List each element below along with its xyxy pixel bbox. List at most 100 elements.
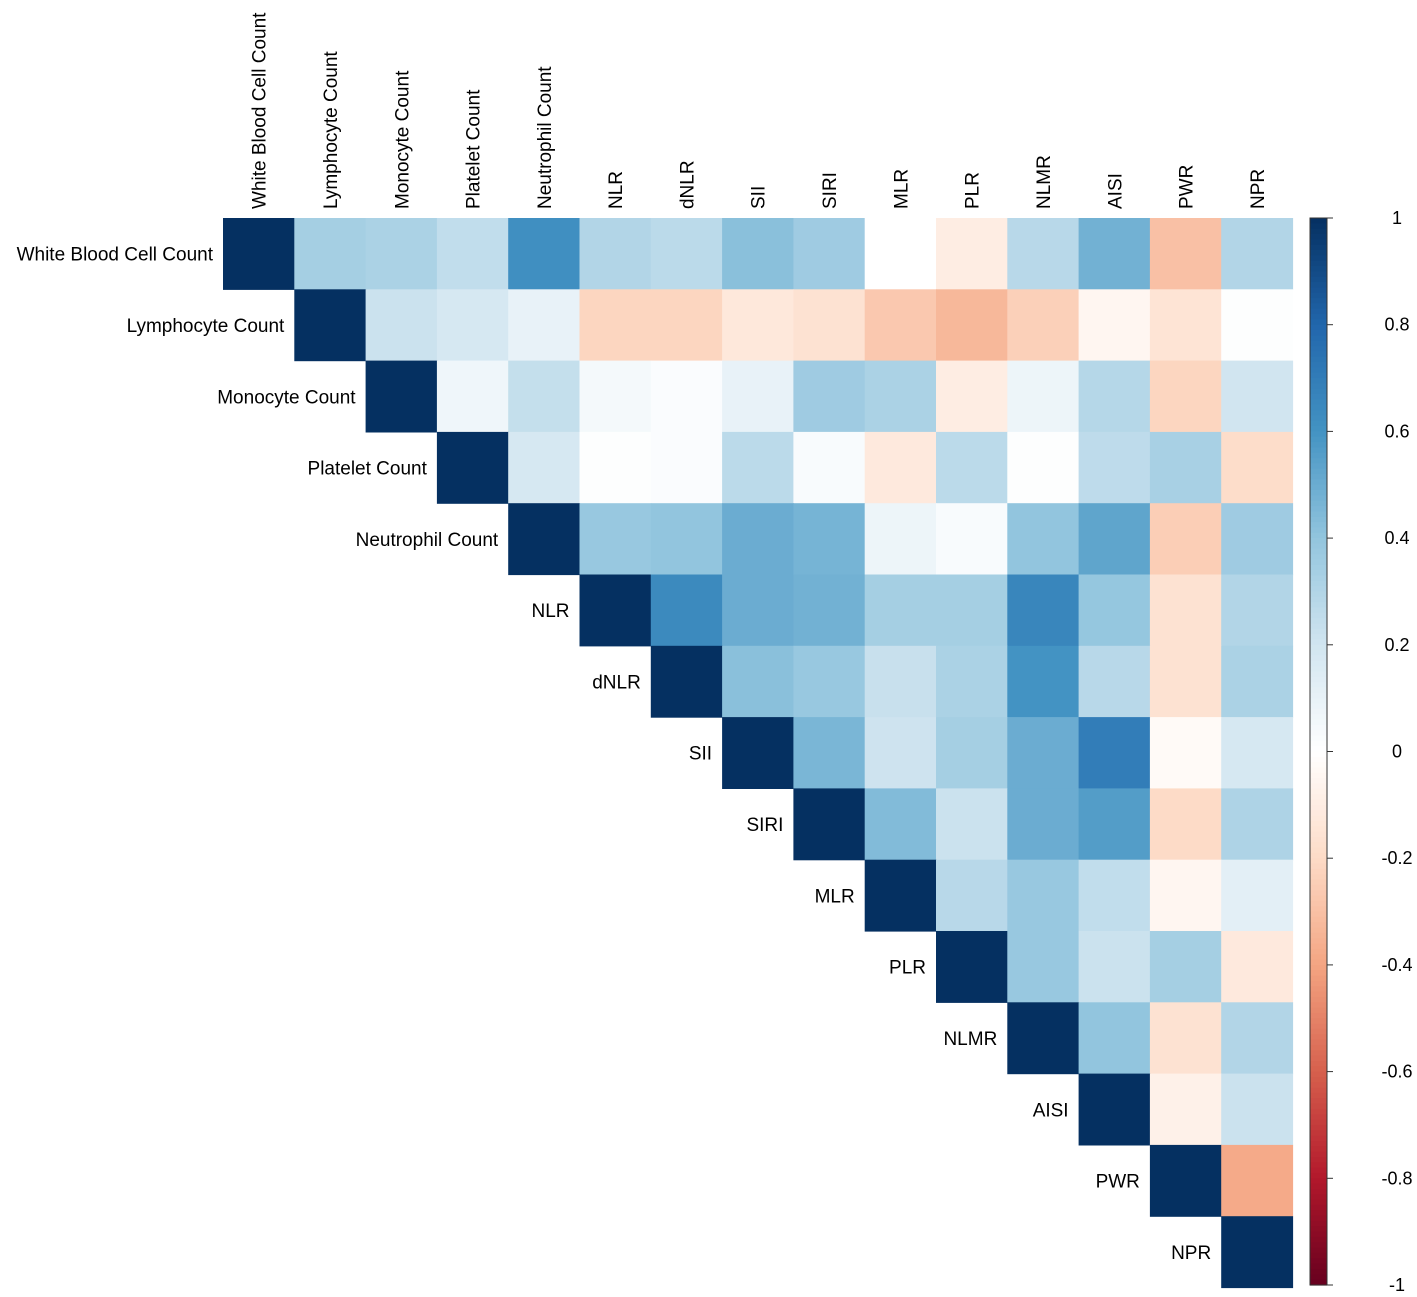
colorbar-segment — [1310, 394, 1327, 400]
colorbar-segment — [1310, 1114, 1327, 1121]
cell-nlmr-nlmr — [1007, 1002, 1080, 1075]
cell-dnlr-npr — [1221, 645, 1294, 718]
column-label-nlmr: NLMR — [1034, 155, 1055, 209]
colorbar-segment — [1310, 570, 1327, 577]
colorbar-segment — [1310, 511, 1327, 518]
colorbar-segment — [1310, 458, 1327, 464]
cell-sii-aisi — [1078, 717, 1151, 789]
colorbar-segment — [1310, 383, 1327, 390]
colorbar-segment — [1310, 223, 1327, 230]
colorbar-segment — [1310, 586, 1327, 593]
cell-nlmr-aisi — [1078, 1002, 1151, 1075]
colorbar-segment — [1310, 783, 1327, 790]
colorbar-segment — [1310, 799, 1327, 806]
colorbar-segment — [1310, 916, 1327, 923]
colorbar-segment — [1310, 506, 1327, 513]
colorbar-segment — [1310, 1226, 1327, 1233]
colorbar-segment — [1310, 895, 1327, 902]
colorbar-segment — [1310, 442, 1327, 448]
colorbar-segment — [1310, 399, 1327, 406]
colorbar-segment — [1310, 975, 1327, 982]
cell-siri-siri — [793, 788, 866, 861]
colorbar-segment — [1310, 1082, 1327, 1089]
cell-neutrophil-count-pwr — [1149, 503, 1222, 576]
colorbar-segment — [1310, 1066, 1327, 1073]
colorbar-tick-label: -0.4 — [1381, 955, 1412, 975]
colorbar-segment — [1310, 314, 1327, 320]
cell-lymphocyte-count-sii — [722, 289, 794, 362]
cell-sii-nlmr — [1007, 717, 1080, 789]
cell-nlr-siri — [793, 574, 866, 647]
colorbar-segment — [1310, 522, 1327, 529]
cell-lymphocyte-count-lymphocyte-count — [294, 289, 367, 362]
colorbar-segment — [1310, 1103, 1327, 1110]
colorbar-segment — [1310, 250, 1327, 256]
colorbar-segment — [1310, 260, 1327, 267]
cell-lymphocyte-count-mlr — [864, 289, 937, 362]
colorbar-segment — [1310, 287, 1327, 294]
cell-white-blood-cell-count-lymphocyte-count — [294, 218, 367, 290]
colorbar-segment — [1310, 500, 1327, 507]
colorbar-segment — [1310, 810, 1327, 817]
colorbar-segment — [1310, 1092, 1327, 1099]
colorbar-segment — [1310, 751, 1327, 758]
colorbar-segment — [1310, 1274, 1327, 1281]
colorbar-segment — [1310, 650, 1327, 657]
colorbar-segment — [1310, 692, 1327, 699]
colorbar-segment — [1310, 1247, 1327, 1254]
colorbar-segment — [1310, 970, 1327, 977]
cell-platelet-count-plr — [936, 431, 1008, 504]
colorbar-segment — [1310, 644, 1327, 651]
cell-mlr-aisi — [1078, 859, 1151, 932]
colorbar-segment — [1310, 943, 1327, 950]
column-label-aisi: AISI — [1105, 173, 1126, 209]
colorbar-segment — [1310, 447, 1327, 454]
cell-platelet-count-neutrophil-count — [508, 431, 581, 504]
cell-lymphocyte-count-npr — [1221, 289, 1294, 362]
cell-white-blood-cell-count-siri — [793, 218, 866, 290]
cell-monocyte-count-dnlr — [650, 360, 723, 433]
cell-plr-nlmr — [1007, 931, 1080, 1003]
colorbar-segment — [1310, 271, 1327, 278]
cell-plr-pwr — [1149, 931, 1222, 1003]
colorbar-segment — [1310, 543, 1327, 550]
cell-sii-plr — [936, 717, 1008, 789]
cell-siri-mlr — [864, 788, 937, 861]
colorbar-segment — [1310, 671, 1327, 678]
cell-lymphocyte-count-aisi — [1078, 289, 1151, 362]
colorbar-segment — [1310, 660, 1327, 667]
cell-monocyte-count-nlr — [579, 360, 652, 433]
colorbar-segment — [1310, 426, 1327, 432]
colorbar-tick-label: 0.8 — [1384, 315, 1409, 335]
cell-white-blood-cell-count-mlr — [864, 218, 937, 290]
colorbar-segment — [1310, 554, 1327, 561]
cell-dnlr-siri — [793, 645, 866, 718]
colorbar-segment — [1310, 580, 1327, 587]
colorbar-segment — [1310, 484, 1327, 491]
cell-monocyte-count-platelet-count — [436, 360, 509, 433]
cell-sii-mlr — [864, 717, 937, 789]
colorbar-segment — [1310, 655, 1327, 662]
colorbar-segment — [1310, 1034, 1327, 1041]
cell-mlr-pwr — [1149, 859, 1222, 932]
cell-platelet-count-dnlr — [650, 431, 723, 504]
cell-monocyte-count-mlr — [864, 360, 937, 433]
colorbar-segment — [1310, 319, 1327, 326]
colorbar-segment — [1310, 730, 1327, 737]
cell-neutrophil-count-neutrophil-count — [508, 503, 581, 576]
colorbar-segment — [1310, 1012, 1327, 1019]
cell-platelet-count-siri — [793, 431, 866, 504]
colorbar-segment — [1310, 527, 1327, 534]
colorbar-segment — [1310, 1023, 1327, 1030]
cell-npr-npr — [1221, 1216, 1294, 1289]
cell-dnlr-mlr — [864, 645, 937, 718]
colorbar-segment — [1310, 639, 1327, 646]
colorbar-segment — [1310, 628, 1327, 635]
cell-monocyte-count-aisi — [1078, 360, 1151, 433]
colorbar-segment — [1310, 431, 1327, 438]
colorbar-segment — [1310, 1119, 1327, 1126]
column-label-platelet-count: Platelet Count — [464, 89, 485, 209]
cell-white-blood-cell-count-pwr — [1149, 218, 1222, 290]
colorbar-segment — [1310, 474, 1327, 481]
